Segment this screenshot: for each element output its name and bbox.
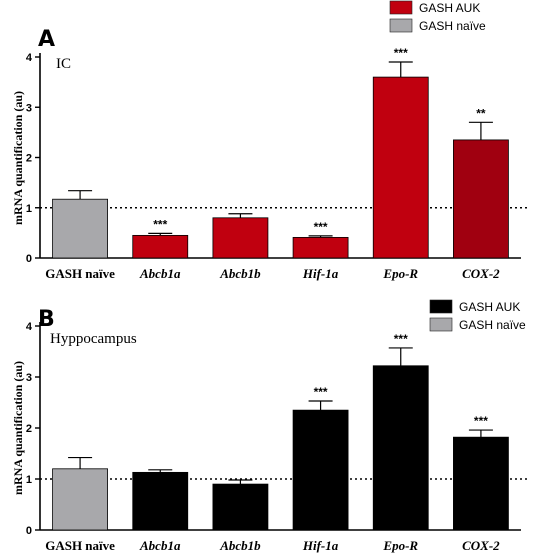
panel-a-x-tick-label: Abcb1b	[219, 266, 261, 281]
panel-a-x-tick-label: COX-2	[462, 266, 500, 281]
panel-a-x-tick-label: Abcb1a	[139, 266, 181, 281]
panel-b-legend-label-auk: GASH AUK	[459, 300, 520, 314]
panel-b-significance-label: ***	[474, 414, 488, 428]
panel-b-bar	[212, 483, 269, 531]
panel-a-bar	[52, 198, 108, 259]
panel-a-y-tick-label: 3	[26, 102, 32, 114]
panel-b-y-tick-label: 0	[26, 525, 32, 537]
panel-b-bar	[52, 468, 108, 531]
panel-b-plot-area: 0 1 2 3 4 GASH naïve Abcb1a Abcb1b *** Hif-1a *** E…	[26, 321, 529, 553]
panel-b-significance-label: ***	[394, 332, 408, 346]
panel-a-bar	[292, 236, 349, 259]
panel-b-x-tick-label: GASH naïve	[45, 538, 115, 553]
panel-a-bar	[372, 76, 429, 259]
panel-a-x-tick-label: GASH naïve	[45, 266, 115, 281]
panel-b-bar	[372, 365, 429, 531]
panel-a-significance-label: ***	[314, 220, 328, 234]
panel-b-y-tick-label: 1	[26, 474, 32, 486]
panel-a-y-axis-label: mRNA quantification (au)	[11, 91, 25, 225]
panel-b-x-tick-label: Abcb1b	[219, 538, 261, 553]
panel-a-bar	[212, 217, 269, 259]
panel-a-y-tick-label: 0	[26, 253, 32, 265]
panel-a: A IC mRNA quantification (au) GASH AUK G…	[11, 0, 529, 281]
panel-b-legend: GASH AUK GASH naïve	[429, 299, 526, 332]
panel-b-legend-swatch-naive	[429, 317, 453, 332]
panel-a-significance-label: ***	[394, 46, 408, 60]
panel-a-region-label: IC	[56, 56, 71, 72]
panel-b-region-label: Hyppocampus	[50, 331, 137, 347]
panel-a-legend-swatch-auk	[389, 0, 413, 15]
panel-a-bar	[132, 234, 189, 259]
panel-b-significance-label: ***	[314, 385, 328, 399]
panel-b-y-tick-label: 3	[26, 372, 32, 384]
panel-a-plot-area: 0 1 2 3 4 GASH naïve *** Abcb1a Abcb1b *** Hif-1a *…	[26, 46, 529, 281]
panel-b-x-tick-label: Epo-R	[382, 538, 418, 553]
panel-a-legend-swatch-naive	[389, 18, 413, 33]
panel-b-y-tick-label: 2	[26, 423, 32, 435]
panel-a-legend-label-auk: GASH AUK	[419, 1, 480, 15]
panel-a-y-tick-label: 1	[26, 203, 32, 215]
panel-b-legend-swatch-auk	[429, 299, 453, 314]
panel-a-y-tick-label: 2	[26, 153, 32, 165]
panel-b-bar	[453, 436, 509, 531]
panel-b-x-tick-label: COX-2	[462, 538, 500, 553]
panel-b-x-tick-label: Hif-1a	[302, 538, 339, 553]
panel-b-y-tick-label: 4	[26, 321, 33, 333]
panel-a-significance-label: **	[476, 106, 486, 120]
panel-b: B Hyppocampus mRNA quantification (au) G…	[11, 299, 529, 553]
panel-b-bar	[132, 471, 189, 531]
panel-a-significance-label: ***	[153, 217, 167, 231]
panel-b-letter: B	[38, 307, 55, 332]
panel-a-bar	[453, 139, 509, 259]
panel-b-legend-label-naive: GASH naïve	[459, 318, 526, 332]
panel-a-legend-label-naive: GASH naïve	[419, 19, 486, 33]
panel-a-y-tick-label: 4	[26, 52, 33, 64]
panel-a-x-tick-label: Epo-R	[382, 266, 418, 281]
panel-a-legend: GASH AUK GASH naïve	[389, 0, 486, 33]
panel-b-y-axis-label: mRNA quantification (au)	[11, 361, 25, 495]
panel-a-letter: A	[38, 27, 55, 52]
panel-b-x-tick-label: Abcb1a	[139, 538, 181, 553]
panel-a-x-tick-label: Hif-1a	[302, 266, 339, 281]
panel-b-bar	[292, 409, 349, 531]
